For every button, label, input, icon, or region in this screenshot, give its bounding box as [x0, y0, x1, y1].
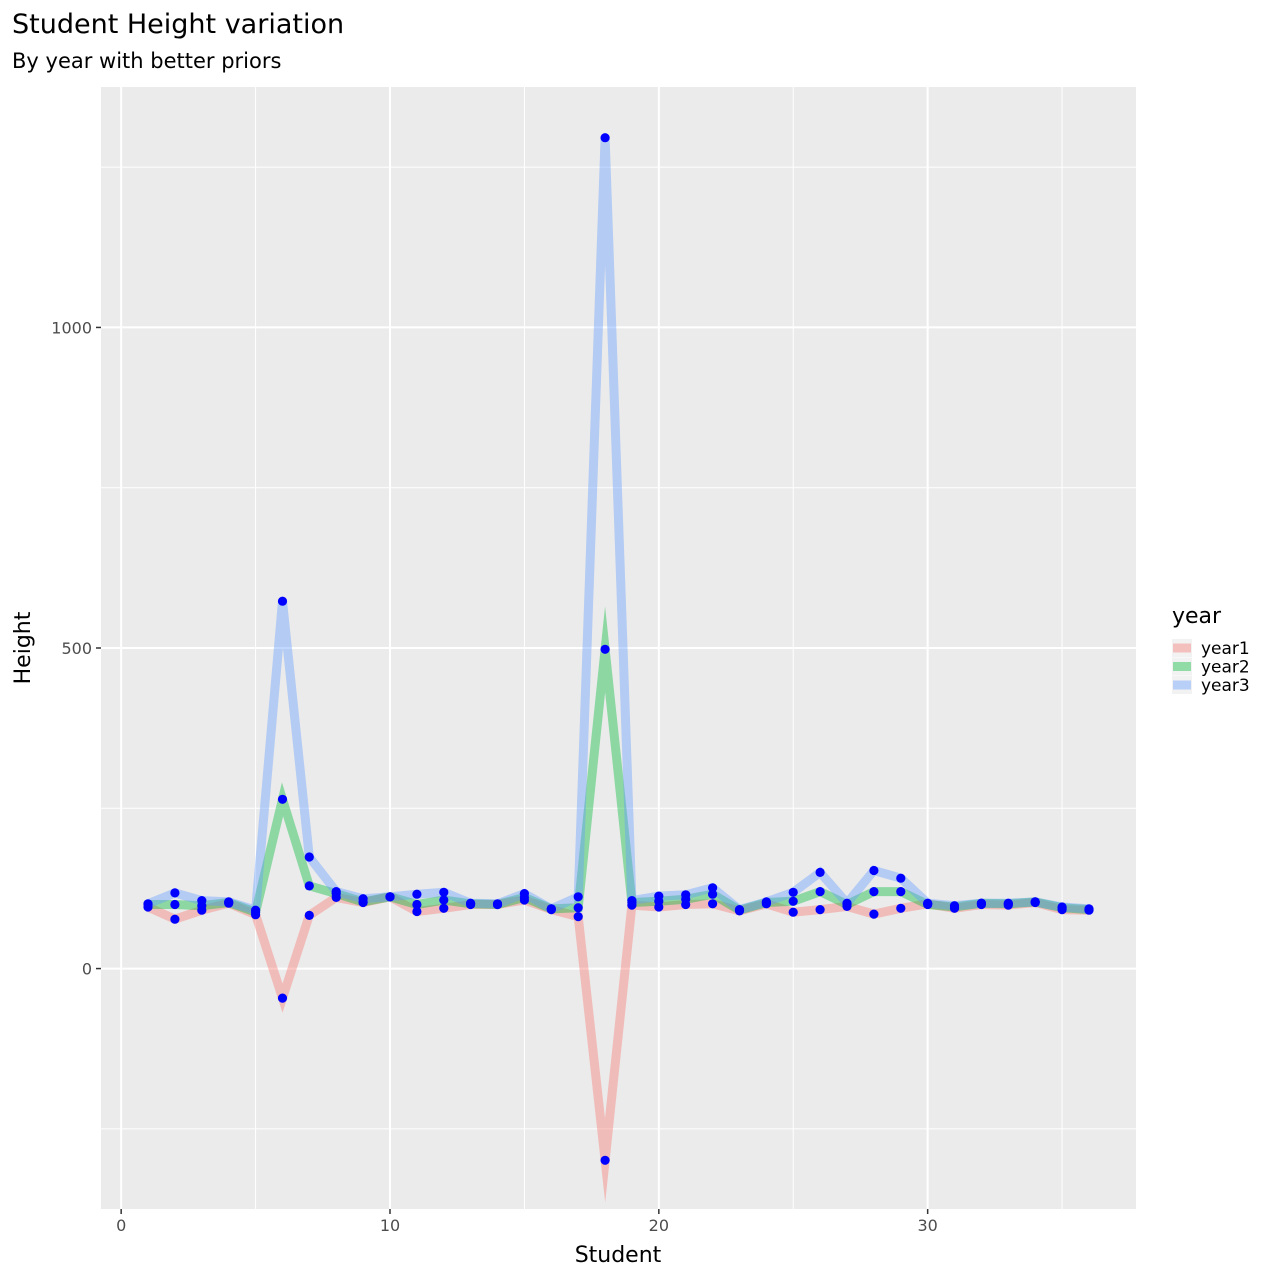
data-point-year1 [869, 909, 879, 919]
data-point-year3 [815, 867, 825, 878]
data-point-year3 [600, 133, 610, 143]
data-point-year3 [654, 891, 664, 901]
data-point-year3 [197, 896, 207, 906]
data-point-year3 [573, 892, 583, 902]
legend-key-bg [1172, 639, 1192, 657]
data-point-year3 [761, 897, 772, 907]
x-tick-label: 10 [380, 1216, 400, 1235]
data-point-year3 [358, 894, 368, 904]
data-point-year2 [412, 899, 422, 910]
data-point-year1 [573, 912, 583, 922]
y-axis-label: Height [11, 611, 36, 684]
data-point-year3 [492, 899, 503, 909]
data-point-year3 [439, 887, 449, 897]
data-point-year3 [277, 596, 288, 606]
data-point-year3 [734, 905, 745, 915]
y-axis-ticks: 0 500 1000 [51, 318, 101, 979]
data-point-year3 [466, 898, 476, 908]
data-point-year1 [600, 1155, 610, 1165]
legend-title: year [1172, 604, 1222, 629]
data-point-year3 [1030, 897, 1040, 907]
data-point-year2 [573, 903, 583, 913]
data-point-year3 [1003, 898, 1013, 908]
data-point-year3 [519, 889, 530, 899]
chart-title: Student Height variation [12, 9, 344, 40]
legend-item-year1: year1 [1172, 639, 1250, 659]
legend-label: year2 [1201, 658, 1250, 678]
data-point-year3 [1084, 904, 1094, 914]
data-point-year2 [815, 887, 825, 897]
data-point-year2 [708, 889, 718, 899]
data-point-year3 [412, 889, 422, 899]
data-point-year3 [224, 897, 234, 907]
data-point-year1 [304, 910, 314, 921]
data-point-year2 [600, 644, 610, 654]
data-point-year2 [277, 794, 288, 804]
y-tick-label: 1000 [51, 318, 92, 337]
data-point-year2 [439, 895, 449, 905]
data-point-year3 [976, 898, 987, 908]
data-point-year1 [815, 905, 825, 915]
data-point-year2 [788, 896, 798, 906]
data-point-year1 [788, 907, 798, 917]
data-point-year3 [923, 898, 933, 908]
data-point-year1 [277, 993, 288, 1003]
legend-key-bg [1172, 657, 1192, 676]
data-point-year2 [304, 881, 314, 891]
legend-key-bg [1172, 676, 1192, 694]
data-point-year2 [869, 887, 879, 897]
data-point-year3 [304, 852, 314, 862]
y-tick-label: 500 [61, 639, 92, 658]
data-point-year1 [439, 903, 449, 913]
legend-label: year1 [1201, 639, 1250, 659]
data-point-year3 [788, 887, 798, 897]
series-points [143, 133, 1094, 1165]
data-point-year1 [170, 914, 180, 924]
data-point-year3 [627, 896, 637, 906]
y-tick-label: 0 [82, 960, 92, 979]
chart-subtitle: By year with better priors [12, 49, 281, 73]
data-point-year3 [143, 899, 153, 909]
x-tick-label: 20 [649, 1216, 669, 1235]
grid-major [101, 87, 1136, 1209]
data-point-year3 [170, 888, 180, 898]
x-tick-label: 0 [116, 1216, 126, 1235]
data-point-year3 [546, 904, 556, 914]
data-point-year1 [708, 899, 718, 909]
data-point-year1 [412, 906, 422, 917]
data-point-year3 [1057, 902, 1067, 912]
data-point-year3 [869, 865, 879, 876]
legend-item-year2: year2 [1172, 657, 1250, 678]
data-point-year3 [385, 892, 395, 902]
x-axis-label: Student [575, 1243, 662, 1268]
data-point-year3 [896, 873, 906, 883]
data-point-year3 [949, 901, 960, 911]
data-point-year3 [251, 905, 261, 915]
data-point-year3 [331, 887, 341, 897]
legend-label: year3 [1201, 676, 1250, 696]
x-tick-label: 30 [917, 1216, 937, 1235]
data-point-year2 [170, 899, 180, 910]
data-point-year3 [708, 883, 718, 893]
data-point-year2 [896, 887, 906, 897]
data-point-year3 [842, 898, 852, 908]
data-point-year1 [896, 903, 906, 913]
data-point-year3 [681, 890, 691, 900]
legend-item-year3: year3 [1172, 676, 1250, 696]
x-axis-ticks: 0 10 20 30 [116, 1209, 938, 1235]
